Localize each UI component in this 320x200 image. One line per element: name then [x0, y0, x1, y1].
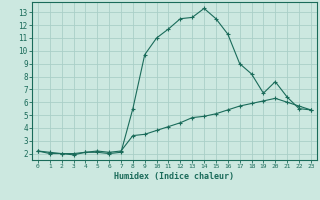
X-axis label: Humidex (Indice chaleur): Humidex (Indice chaleur)	[115, 172, 234, 181]
